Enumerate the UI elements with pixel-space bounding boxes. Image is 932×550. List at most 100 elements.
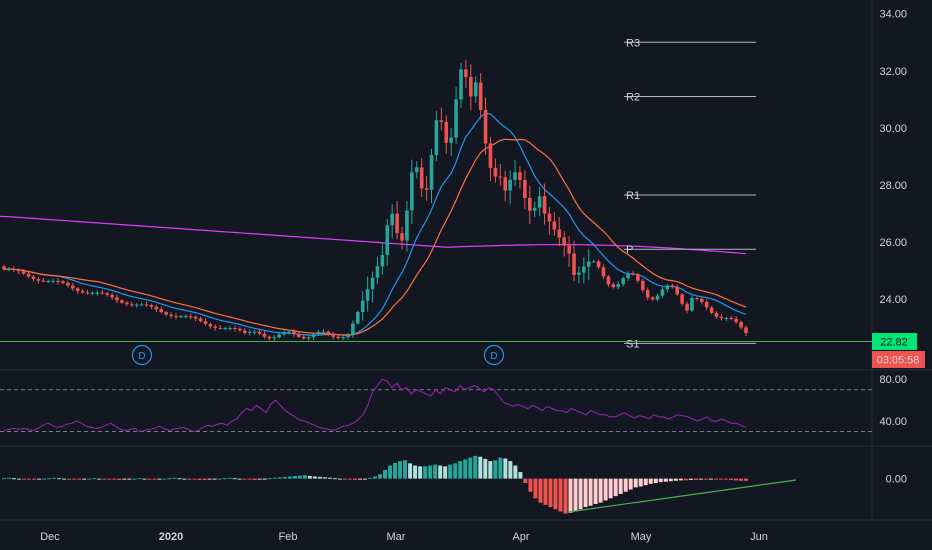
candle [154,304,159,313]
macd-bar [67,478,72,480]
candle [95,290,100,296]
candle [547,207,552,235]
candle [562,231,566,257]
rsi-pane[interactable] [0,378,872,433]
macd-bar [47,478,52,480]
candle [616,281,621,290]
candle-body [729,317,734,319]
macd-bar [738,478,743,481]
macd-bar [232,478,237,480]
candle-body [478,82,483,110]
candle [56,278,60,285]
candle-body [80,290,85,293]
candle [680,293,684,307]
dividend-marker[interactable]: D [483,344,505,366]
candle-body [562,237,566,246]
time-axis[interactable]: Dec 2020 Feb Mar Apr May Jun [40,531,768,543]
candle [552,212,557,236]
candle [21,269,26,276]
macd-bar [7,477,12,479]
candle [729,315,734,321]
time-tick-label: Apr [512,531,529,543]
macd-bar [227,477,232,479]
candle-body [159,309,164,313]
macd-bar [728,478,733,480]
macd-bar [82,478,87,480]
macd-pane[interactable] [2,455,797,514]
candle [85,289,90,295]
candle [591,260,596,263]
rsi-line [3,378,747,433]
macd-bar [332,478,337,480]
macd-bar [157,478,162,480]
candle-body [16,269,21,272]
candle [582,257,586,284]
candle-body [61,281,65,284]
candle [336,334,340,340]
candle [149,303,154,310]
candle-body [464,69,468,77]
macd-bar [2,478,6,480]
macd-bar [538,478,543,503]
macd-bar [297,475,302,479]
candle-body [105,293,109,295]
candlesticks[interactable] [2,59,748,342]
candle [508,170,512,204]
price-axes[interactable]: 34.00 32.00 30.00 28.00 26.00 24.00 22.82 03:05… [872,9,925,486]
macd-bar [383,469,388,479]
macd-bar [12,478,17,480]
macd-bar [182,478,187,480]
macd-bar [292,476,297,479]
candle-body [690,298,694,311]
candle [699,296,704,305]
candle-body [419,167,424,189]
candle [105,291,109,297]
candle [709,306,714,315]
macd-bar [638,478,643,487]
macd-bar [413,465,418,479]
candle [704,299,709,311]
candle-body [287,331,291,333]
macd-bar [337,478,342,480]
candle-body [410,172,414,211]
macd-bar [448,464,453,479]
candle [2,264,6,271]
ma-mid-line [3,138,747,336]
candle [655,293,660,302]
candle [262,331,267,339]
macd-bar [613,478,618,497]
candle-body [174,316,178,318]
candle-body [645,290,650,298]
dividend-marker[interactable]: D [131,344,153,366]
candle [7,266,11,272]
candle [356,310,360,325]
macd-bar [553,478,558,510]
macd-bar [262,478,267,480]
candle-body [365,289,370,301]
candle [331,331,336,340]
candle-body [739,322,743,328]
candle-body [444,121,449,143]
macd-bar [147,478,152,480]
candle-body [606,276,611,285]
candle [326,330,331,337]
candle-body [21,271,26,274]
candle-body [601,267,606,277]
candle-body [537,196,542,208]
dividend-label: D [490,351,497,362]
macd-bar [598,478,603,503]
candle-body [164,312,168,315]
candle-body [306,337,311,339]
macd-bar [267,478,272,480]
candle [380,242,385,275]
candle-body [56,280,60,282]
candle-body [41,280,46,282]
macd-bar [688,478,693,480]
candle-body [184,316,188,318]
macd-bar [563,478,568,514]
candle-body [282,331,286,335]
candle [611,282,616,289]
